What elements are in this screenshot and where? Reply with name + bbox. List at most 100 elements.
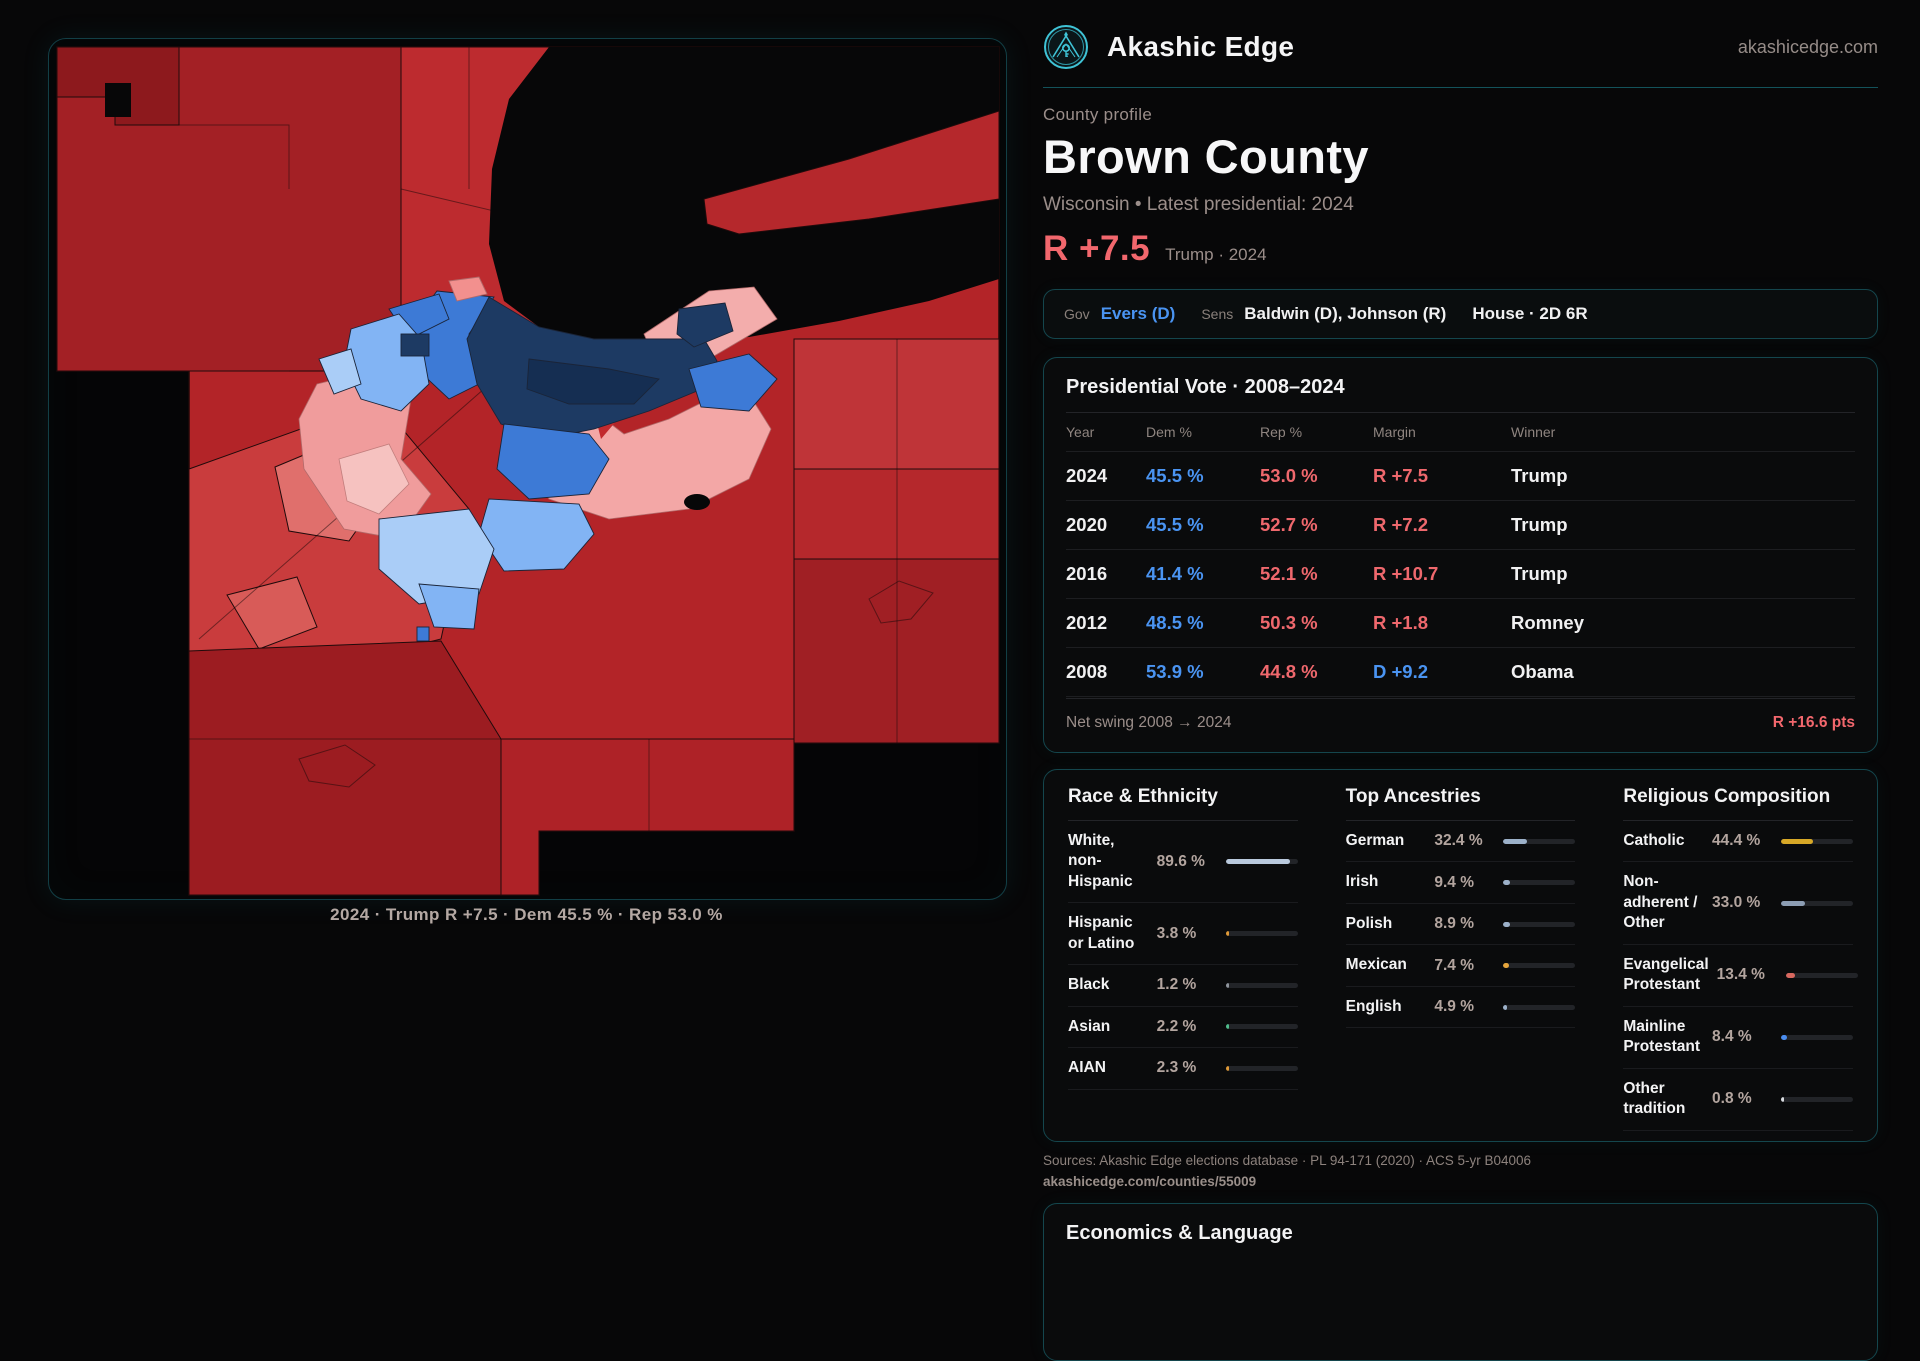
stat-value: 44.4 % [1712, 832, 1761, 850]
ancestries-column: Top Ancestries German 32.4 % Irish 9.4 % [1322, 786, 1600, 1131]
cell-dem-pct: 45.5 % [1146, 465, 1204, 486]
cell-winner: Trump [1511, 563, 1568, 584]
cell-margin: D +9.2 [1373, 661, 1429, 682]
precinct-map[interactable] [49, 39, 1006, 899]
religion-column: Religious Composition Catholic 44.4 % No… [1599, 786, 1877, 1131]
house-value: House · 2D 6R [1472, 304, 1588, 323]
cell-margin: R +1.8 [1373, 612, 1429, 633]
cell-rep-pct: 52.1 % [1260, 563, 1318, 584]
stat-label: Non-adherent / Other [1623, 873, 1698, 932]
margin-value: R +7.5 [1043, 229, 1151, 268]
kicker-label: County profile [1043, 105, 1153, 124]
cell-margin: R +7.5 [1373, 465, 1429, 486]
stat-label: Catholic [1623, 832, 1685, 849]
net-swing-row: Net swing 2008 → 2024 R +16.6 pts [1066, 698, 1855, 740]
gov-label: Gov [1064, 306, 1090, 322]
col-header-rep: Rep % [1260, 424, 1303, 440]
stat-bar [1781, 838, 1854, 844]
cell-year: 2020 [1066, 514, 1108, 535]
cell-winner: Trump [1511, 514, 1568, 535]
stat-value: 3.8 % [1156, 924, 1197, 942]
stat-label: German [1345, 832, 1405, 849]
table-row: 2012 48.5 % 50.3 % R +1.8 Romney [1066, 599, 1855, 648]
brand-name[interactable]: Akashic Edge [1107, 31, 1295, 62]
senators-value: Baldwin (D), Johnson (R) [1244, 304, 1447, 323]
stat-row: Other tradition 0.8 % [1623, 1069, 1854, 1131]
stat-label: AIAN [1068, 1059, 1106, 1077]
site-header: Akashic Edge akashicedge.com [1043, 0, 1878, 88]
stat-value: 2.3 % [1156, 1059, 1197, 1077]
stat-row: Black 1.2 % [1068, 965, 1298, 1007]
presidential-table-body: 2024 45.5 % 53.0 % R +7.5 Trump 2020 45.… [1066, 452, 1855, 697]
cell-rep-pct: 44.8 % [1260, 661, 1318, 682]
stat-label: Mainline Protestant [1623, 1017, 1700, 1056]
cell-dem-pct: 53.9 % [1146, 661, 1204, 682]
stat-bar [1503, 880, 1576, 886]
county-profile-panel: Akashic Edge akashicedge.com County prof… [1043, 0, 1878, 1361]
stat-bar [1503, 1004, 1576, 1010]
stat-value: 7.4 % [1434, 956, 1474, 974]
ancestries-list: German 32.4 % Irish 9.4 % Polish 8.9 % [1345, 821, 1576, 1029]
stat-bar [1781, 900, 1854, 906]
table-row: 2024 45.5 % 53.0 % R +7.5 Trump [1066, 452, 1855, 501]
stat-value: 32.4 % [1434, 832, 1483, 850]
religion-title: Religious Composition [1623, 786, 1854, 821]
net-swing-label: Net swing 2008 → 2024 [1066, 714, 1232, 731]
stat-row: Hispanic or Latino 3.8 % [1068, 903, 1298, 966]
stat-row: German 32.4 % [1345, 821, 1576, 863]
stat-row: Evangelical Protestant 13.4 % [1623, 945, 1858, 1007]
stat-value: 4.9 % [1434, 998, 1474, 1016]
col-header-year: Year [1066, 424, 1095, 440]
table-row: 2016 41.4 % 52.1 % R +10.7 Trump [1066, 550, 1855, 599]
cell-year: 2016 [1066, 563, 1108, 584]
brand-domain-link[interactable]: akashicedge.com [1737, 36, 1878, 57]
page-title: Brown County [1043, 130, 1369, 183]
stat-bar [1225, 982, 1298, 988]
race-ethnicity-title: Race & Ethnicity [1068, 786, 1298, 821]
stat-label: Mexican [1345, 956, 1407, 974]
stat-label: Evangelical Protestant [1623, 955, 1709, 994]
governor-value: Evers (D) [1100, 304, 1176, 323]
col-header-dem: Dem % [1146, 424, 1192, 440]
stat-label: Other tradition [1623, 1079, 1686, 1118]
margin-note: Trump · 2024 [1165, 245, 1267, 264]
cell-year: 2012 [1066, 612, 1108, 633]
table-row: 2020 45.5 % 52.7 % R +7.2 Trump [1066, 501, 1855, 550]
stat-label: White, non-Hispanic [1068, 832, 1133, 890]
stat-value: 1.2 % [1156, 976, 1197, 994]
cell-winner: Romney [1511, 612, 1584, 633]
stat-row: Irish 9.4 % [1345, 862, 1576, 904]
sources-block: Sources: Akashic Edge elections database… [1043, 1150, 1878, 1193]
stat-label: English [1345, 997, 1402, 1015]
map-caption: 2024 · Trump R +7.5 · Dem 45.5 % · Rep 5… [330, 905, 723, 924]
stat-bar [1503, 838, 1576, 844]
presidential-vote-card: Presidential Vote · 2008–2024 Year Dem %… [1043, 357, 1878, 753]
stat-row: Mainline Protestant 8.4 % [1623, 1007, 1854, 1069]
stat-bar [1781, 1034, 1854, 1040]
stat-bar [1225, 1024, 1298, 1030]
akashic-edge-logo-icon[interactable] [1043, 24, 1089, 70]
stat-bar [1781, 1096, 1854, 1102]
stat-row: Mexican 7.4 % [1345, 945, 1576, 987]
stat-row: AIAN 2.3 % [1068, 1048, 1298, 1090]
sens-label: Sens [1201, 306, 1234, 322]
stat-label: Polish [1345, 914, 1393, 932]
cell-winner: Obama [1511, 661, 1574, 682]
stat-row: Polish 8.9 % [1345, 904, 1576, 946]
table-row: 2008 53.9 % 44.8 % D +9.2 Obama [1066, 648, 1855, 697]
stat-bar [1225, 859, 1298, 865]
cell-year: 2008 [1066, 661, 1108, 682]
page-subtitle: Wisconsin • Latest presidential: 2024 [1043, 194, 1354, 215]
county-permalink[interactable]: akashicedge.com/counties/55009 [1043, 1174, 1257, 1190]
cell-margin: R +10.7 [1373, 563, 1439, 584]
table-header-row: Year Dem % Rep % Margin Winner [1066, 413, 1855, 452]
stat-bar [1225, 1065, 1298, 1071]
stat-label: Black [1068, 976, 1110, 994]
cell-margin: R +7.2 [1373, 514, 1429, 535]
stat-label: Hispanic or Latino [1068, 914, 1135, 952]
stat-value: 13.4 % [1716, 966, 1765, 984]
stat-value: 9.4 % [1434, 873, 1474, 891]
stat-row: Catholic 44.4 % [1623, 821, 1854, 863]
cell-dem-pct: 45.5 % [1146, 514, 1204, 535]
margin-hero: R +7.5 Trump · 2024 [1043, 229, 1878, 269]
